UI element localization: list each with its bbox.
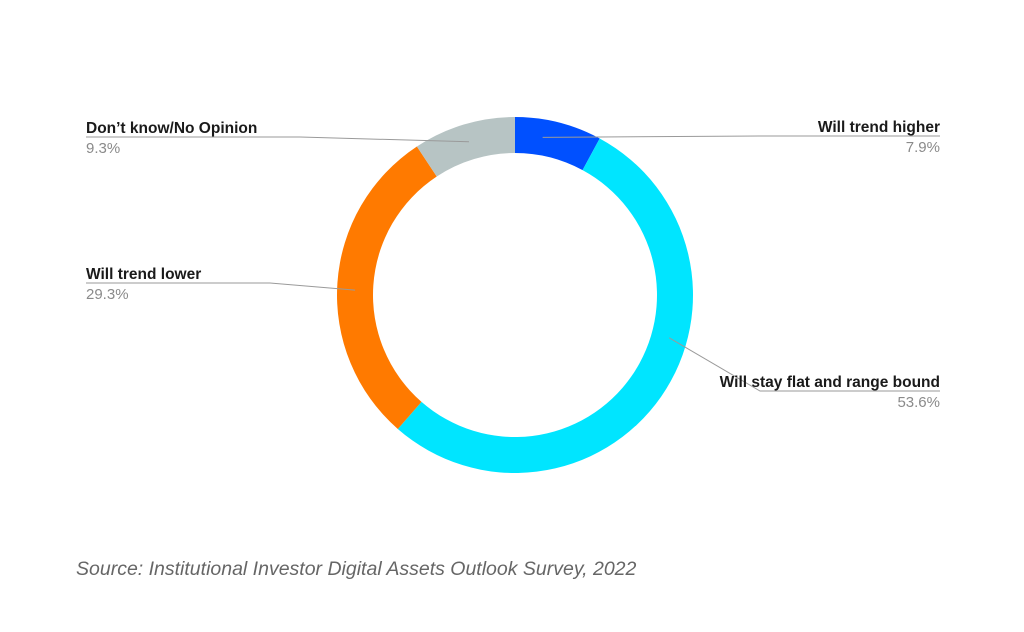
slice-label: Don’t know/No Opinion	[86, 120, 257, 137]
donut-slice	[416, 117, 515, 177]
leader-line	[668, 337, 940, 392]
donut-slice	[337, 146, 437, 429]
donut-slices	[337, 117, 694, 474]
donut-slice	[515, 117, 600, 171]
slice-labels: Will trend higher 7.9% Will stay flat and …	[86, 119, 940, 411]
slice-label: Will stay flat and range bound	[720, 374, 940, 391]
slice-label: Will trend lower	[86, 266, 201, 283]
leader-lines	[86, 135, 940, 392]
slice-value-label: 9.3%	[86, 140, 120, 157]
slice-value-label: 29.3%	[86, 286, 129, 303]
donut-slice	[397, 138, 694, 474]
leader-line	[86, 136, 469, 143]
slice-value-label: 7.9%	[906, 139, 940, 156]
leader-line	[86, 282, 356, 291]
slice-value-label: 53.6%	[897, 394, 940, 411]
leader-line	[542, 135, 940, 138]
slice-label: Will trend higher	[818, 119, 940, 136]
source-note: Source: Institutional Investor Digital A…	[76, 558, 637, 580]
